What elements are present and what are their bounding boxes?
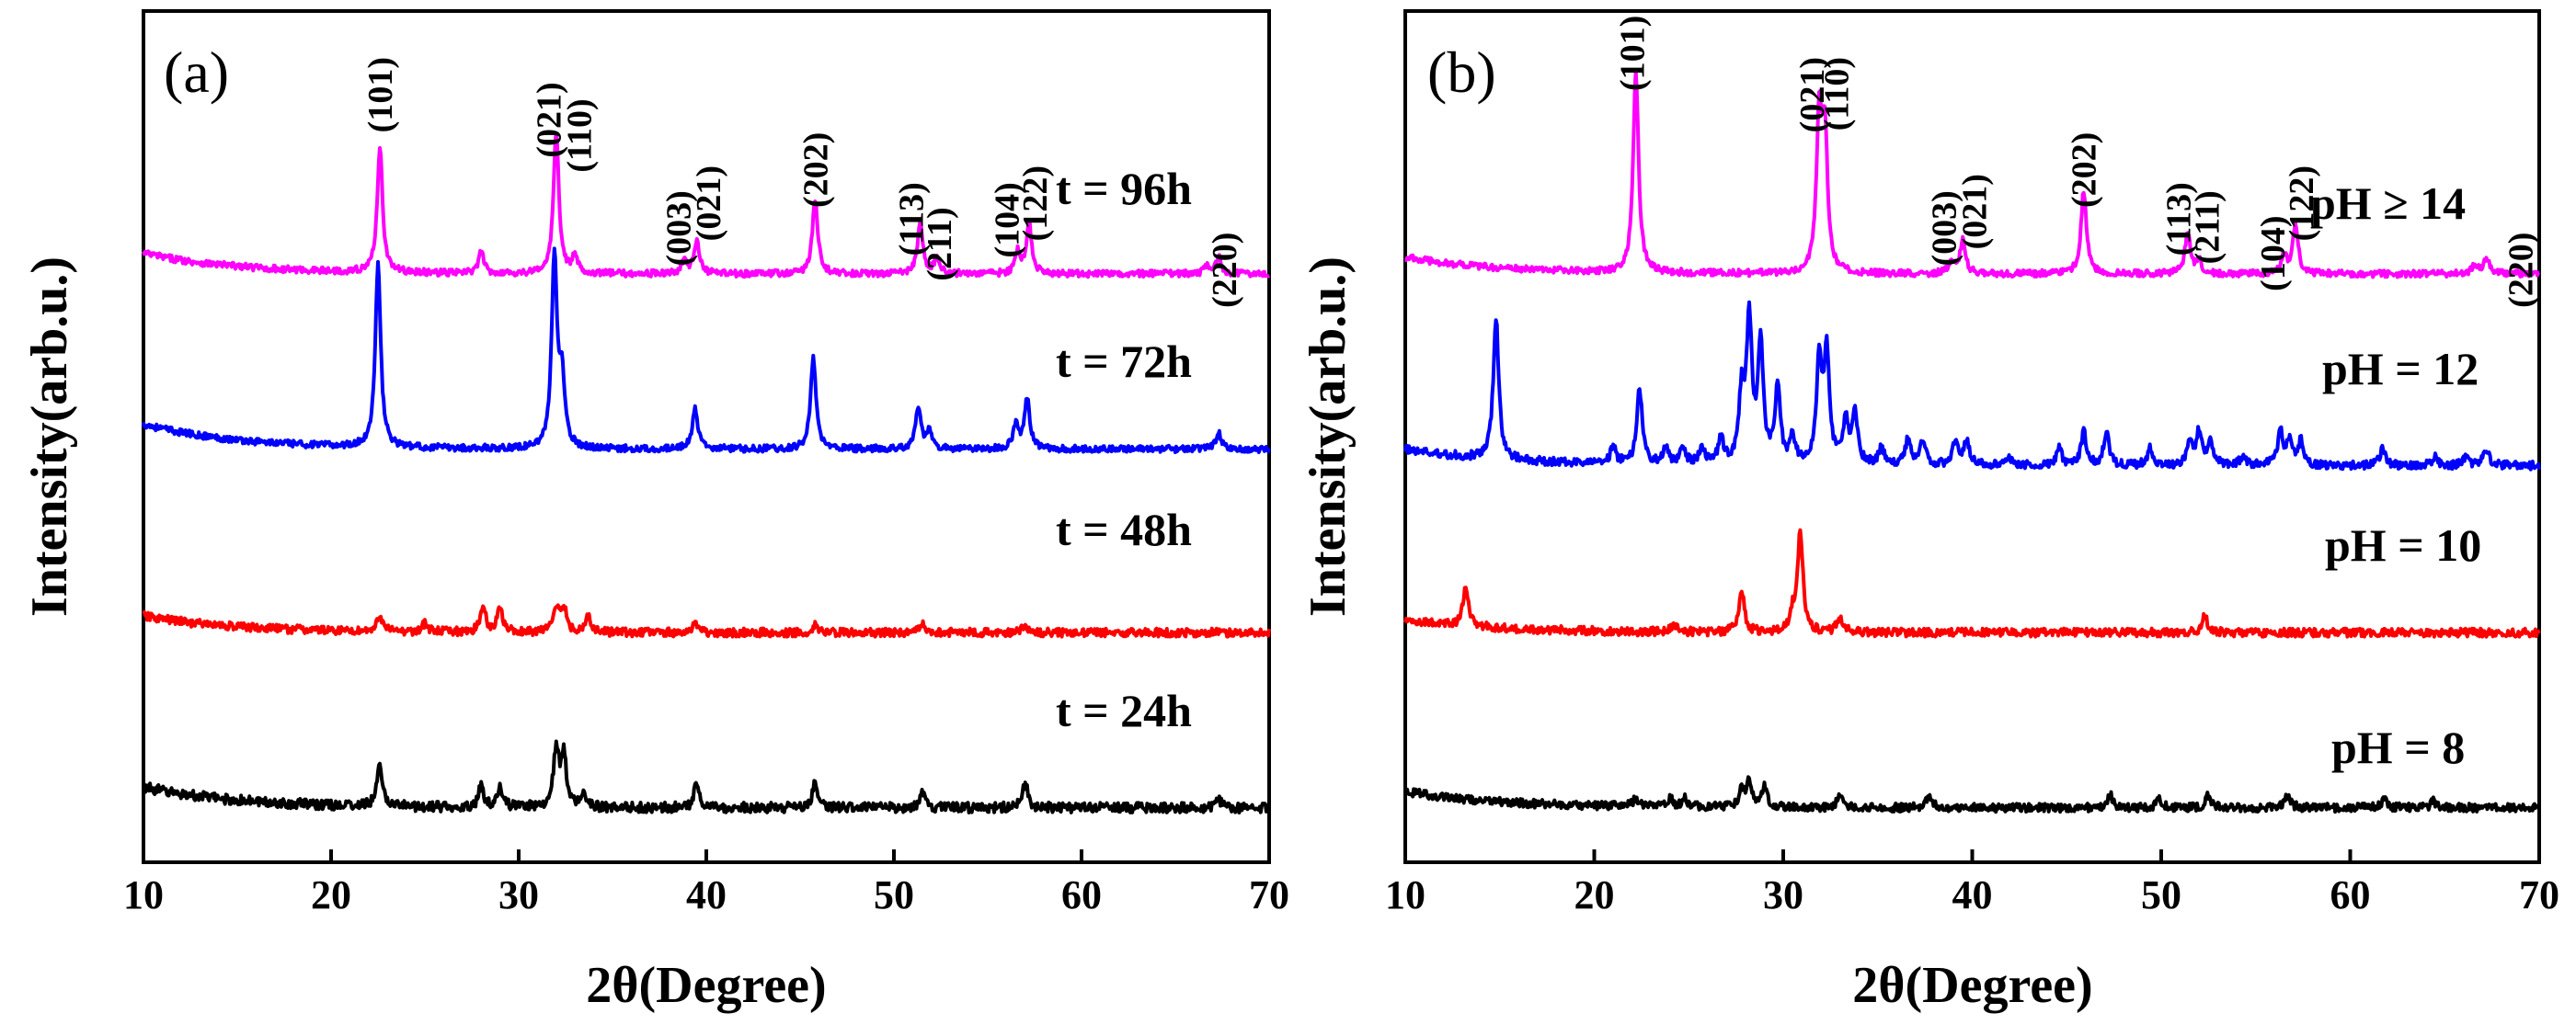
series-line-t-24h [142, 739, 1271, 814]
series-label-ph12: pH = 12 [2322, 343, 2479, 394]
series-label-t24: t = 24h [1056, 685, 1192, 736]
panel-label-b: (b) [1427, 40, 1496, 105]
x-tick-label: 30 [498, 872, 539, 917]
x-ticks-a: 10 20 30 40 50 60 70 [123, 849, 1289, 917]
series-line-ph-14 [1404, 69, 2540, 279]
traces-b [1403, 69, 2541, 814]
peak-label: (101) [361, 57, 400, 132]
series-label-ph8: pH = 8 [2331, 722, 2465, 773]
peak-label: (122) [1016, 165, 1055, 241]
peak-label: (110) [1818, 57, 1857, 131]
series-line-t-48h [142, 603, 1271, 639]
y-axis-label-a: Intensity(arb.u.) [21, 256, 78, 617]
x-tick-label: 10 [1385, 872, 1425, 917]
series-line-ph-8 [1403, 775, 2541, 814]
traces-a [142, 131, 1271, 814]
peak-label: (202) [2066, 132, 2104, 208]
peak-label: (110) [560, 98, 599, 172]
peak-label: (202) [796, 132, 835, 208]
x-tick-label: 60 [1061, 872, 1102, 917]
peak-label: (104) [988, 182, 1026, 257]
x-tick-label: 20 [1574, 872, 1615, 917]
x-tick-label: 20 [311, 872, 351, 917]
peak-label: (003) [659, 190, 698, 266]
peak-label: (113) [2160, 182, 2199, 256]
peak-labels-b: (101)(021)(110)(003)(021)(202)(113)(211)… [1614, 16, 2541, 308]
x-tick-label: 50 [2141, 872, 2181, 917]
x-tick-label: 40 [1952, 872, 1993, 917]
series-line-ph-10 [1403, 528, 2541, 639]
panel-a: (a) 10 20 30 40 50 60 70 (101) (021)(110)(003)(… [21, 9, 1289, 1014]
peak-label: (211) [2188, 190, 2227, 264]
peak-label: (113) [892, 182, 931, 256]
x-tick-label: 50 [874, 872, 914, 917]
peak-label: (021) [690, 165, 728, 241]
peak-label: (101) [1614, 16, 1653, 91]
peak-label: (220) [2502, 233, 2540, 308]
series-line-t-96h [142, 131, 1271, 279]
series-label-t48: t = 48h [1056, 504, 1192, 555]
series-line-t-72h [142, 246, 1271, 454]
x-tick-label: 30 [1763, 872, 1803, 917]
x-axis-label-a: 2θ(Degree) [586, 957, 826, 1014]
peak-label: (122) [2283, 165, 2321, 241]
series-label-ph14: pH ≥ 14 [2310, 177, 2466, 229]
peak-label: (104) [2254, 216, 2293, 291]
panel-b: (b) 10 20 30 40 50 60 70 (101)(021)(110)(003)(… [1299, 9, 2559, 1014]
x-ticks-b: 10 20 30 40 50 60 70 [1385, 849, 2559, 917]
x-tick-label: 60 [2330, 872, 2371, 917]
series-line-ph-12 [1403, 300, 2541, 472]
peak-label: (211) [921, 207, 959, 280]
x-axis-label-b: 2θ(Degree) [1852, 957, 2092, 1014]
x-tick-label: 10 [123, 872, 164, 917]
series-label-t96: t = 96h [1056, 163, 1192, 214]
x-tick-label: 70 [1249, 872, 1289, 917]
peak-label: (021) [1793, 57, 1832, 132]
peak-labels-a: (101) (021)(110)(003)(021) (202)(113)(211)… [361, 57, 1244, 308]
x-tick-label: 70 [2519, 872, 2559, 917]
x-tick-label: 40 [686, 872, 727, 917]
peak-label: (021) [1956, 174, 1995, 249]
panel-label-a: (a) [164, 40, 229, 105]
series-label-ph10: pH = 10 [2325, 519, 2481, 571]
peak-label: (220) [1206, 233, 1244, 308]
peak-label: (021) [531, 82, 569, 157]
peak-label: (003) [1926, 190, 1964, 266]
y-axis-label-b: Intensity(arb.u.) [1299, 256, 1357, 617]
series-label-t72: t = 72h [1056, 336, 1192, 387]
